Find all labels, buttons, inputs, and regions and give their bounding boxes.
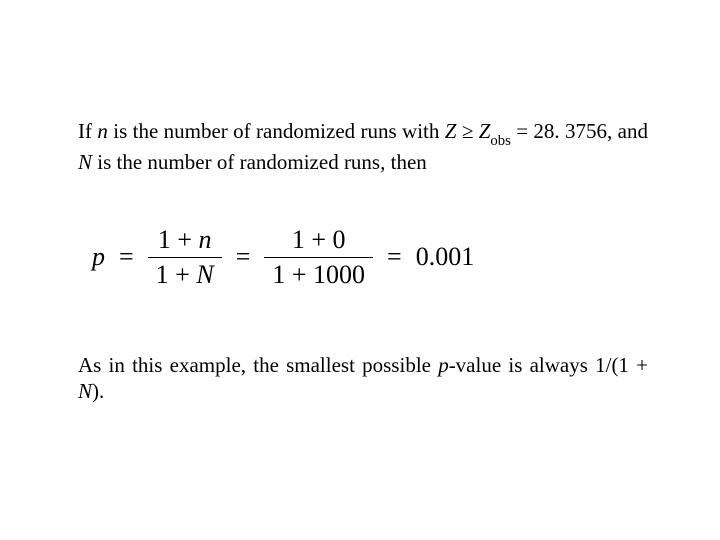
equals-1: = bbox=[119, 242, 134, 272]
paragraph-1: If n is the number of randomized runs wi… bbox=[78, 118, 648, 175]
fraction-2: 1 + 0 1 + 1000 bbox=[264, 223, 373, 292]
numerator-2: 1 + 0 bbox=[284, 223, 354, 257]
text: -value is always 1/(1 + bbox=[449, 353, 648, 377]
den-op: + bbox=[175, 260, 190, 289]
result-value: 0.001 bbox=[416, 242, 475, 272]
var-p: p bbox=[92, 242, 105, 272]
var-Zobs: Z bbox=[479, 119, 491, 143]
text: is the number of randomized runs, then bbox=[92, 150, 427, 174]
den-a: 1 bbox=[156, 260, 169, 289]
text: ≥ bbox=[456, 119, 478, 143]
var-N: N bbox=[78, 150, 92, 174]
equals-2: = bbox=[236, 242, 251, 272]
num-var: n bbox=[199, 225, 212, 254]
den-var: N bbox=[196, 260, 213, 289]
fraction-1: 1 + n 1 + N bbox=[148, 223, 222, 292]
document-body: If n is the number of randomized runs wi… bbox=[78, 118, 648, 404]
num-op: + bbox=[177, 225, 192, 254]
paragraph-2: As in this example, the smallest possibl… bbox=[78, 352, 648, 405]
subscript-obs: obs bbox=[490, 133, 510, 149]
text: ). bbox=[92, 379, 104, 403]
denominator-1: 1 + N bbox=[148, 258, 222, 292]
var-p2: p bbox=[438, 353, 449, 377]
denominator-2: 1 + 1000 bbox=[264, 258, 373, 292]
text: If bbox=[78, 119, 97, 143]
numerator-1: 1 + n bbox=[150, 223, 220, 257]
var-Z: Z bbox=[445, 119, 457, 143]
var-N2: N bbox=[78, 379, 92, 403]
text: is the number of randomized runs with bbox=[108, 119, 445, 143]
formula: p = 1 + n 1 + N = 1 + 0 1 + 1000 = 0.001 bbox=[92, 223, 648, 292]
equals-3: = bbox=[387, 242, 402, 272]
var-n: n bbox=[97, 119, 108, 143]
text: = 28. 3756, and bbox=[511, 119, 648, 143]
text: As in this example, the smallest possibl… bbox=[78, 353, 438, 377]
num-a: 1 bbox=[158, 225, 171, 254]
